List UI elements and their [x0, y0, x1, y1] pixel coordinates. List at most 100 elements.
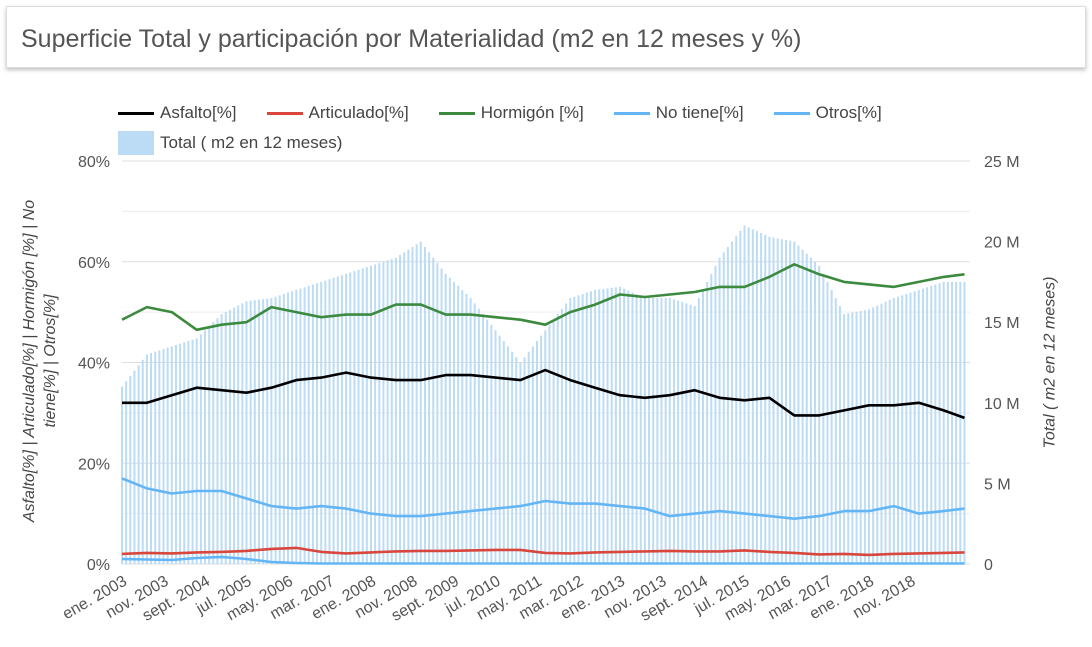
bar-total	[498, 335, 501, 564]
bar-total	[407, 249, 410, 564]
bar-total	[884, 301, 887, 564]
bar-total	[199, 334, 202, 564]
bar-total	[585, 292, 588, 564]
bar-total	[531, 346, 534, 564]
x-tick: mar. 2012	[516, 573, 586, 623]
y-right-axis-title: Total ( m2 en 12 meses)	[1041, 276, 1059, 449]
bar-total	[453, 281, 455, 564]
bar-total	[536, 341, 538, 564]
bar-total	[565, 303, 568, 564]
legend-item-total[interactable]: Total ( m2 en 12 meses)	[118, 131, 342, 155]
bar-total	[506, 346, 509, 564]
x-tick: jul. 2005	[193, 573, 255, 619]
legend-label: Total ( m2 en 12 meses)	[160, 133, 343, 152]
bar-total	[826, 281, 829, 564]
bar-total	[150, 353, 153, 564]
bar-total	[735, 236, 738, 564]
series-line-hormign	[121, 263, 965, 332]
bar-total	[444, 273, 447, 564]
bar-total	[855, 311, 858, 564]
bar-total	[241, 303, 244, 564]
bar-total	[652, 298, 655, 564]
bar-total	[212, 322, 215, 564]
bar-total	[519, 362, 522, 564]
bar-total	[349, 272, 352, 564]
bar-total	[631, 292, 634, 564]
bar-total	[789, 240, 792, 564]
bar-total	[648, 298, 651, 564]
legend-item-asfalto[interactable]: Asfalto[%]	[118, 103, 237, 123]
bar-total	[892, 298, 895, 564]
bar-total	[179, 343, 182, 564]
bar-total	[187, 341, 190, 564]
bar-total	[282, 293, 285, 564]
legend-item-hormigon[interactable]: Hormigón [%]	[438, 103, 584, 123]
bar-total	[793, 241, 796, 564]
bar-total	[183, 342, 186, 564]
bar-total	[195, 338, 198, 564]
bar-total	[129, 375, 132, 564]
bar-total	[747, 227, 750, 565]
bar-total	[345, 273, 348, 564]
legend-item-otros[interactable]: Otros[%]	[773, 103, 882, 123]
bar-total	[689, 304, 692, 564]
bar-total	[515, 357, 518, 564]
bar-total	[726, 246, 729, 564]
bar-total	[411, 246, 414, 564]
x-tick: may. 2011	[474, 573, 545, 624]
legend-item-articulado[interactable]: Articulado[%]	[266, 103, 409, 123]
bar-total	[237, 305, 240, 564]
bar-total	[440, 268, 443, 564]
bar-total	[780, 239, 783, 564]
y-right-tick: 20 M	[984, 235, 1020, 252]
legend-swatch	[118, 111, 154, 115]
bar-total	[843, 314, 846, 564]
y-left-tick: 60%	[78, 255, 110, 272]
bar-total	[423, 246, 426, 564]
bar-total	[697, 298, 700, 564]
y-left-tick: 80%	[78, 154, 110, 171]
bar-total	[643, 298, 646, 564]
bar-total	[926, 287, 929, 564]
series-line-otros	[121, 555, 965, 565]
bar-total	[233, 307, 236, 564]
bar-total	[598, 289, 601, 564]
bar-total	[220, 314, 223, 564]
bar-total	[266, 298, 269, 564]
bar-total	[428, 252, 431, 564]
bar-total	[722, 252, 725, 564]
bar-total	[253, 300, 256, 564]
bar-total	[822, 273, 825, 564]
bar-total	[436, 263, 439, 564]
x-tick: sept. 2004	[140, 573, 213, 625]
bar-total	[208, 326, 211, 564]
bar-total	[511, 351, 514, 564]
x-tick: mar. 2007	[267, 573, 337, 623]
bar-total	[830, 289, 833, 564]
bar-total	[755, 231, 758, 564]
bar-total	[370, 265, 372, 564]
legend-label: No tiene[%]	[655, 103, 744, 122]
bar-total	[477, 308, 480, 564]
bar-total	[921, 288, 924, 564]
bar-total	[295, 289, 298, 564]
legend-swatch	[613, 111, 650, 115]
bar-total	[610, 287, 613, 564]
bar-total	[627, 290, 630, 564]
legend-item-no-tiene[interactable]: No tiene[%]	[613, 103, 744, 123]
bar-total	[859, 310, 862, 564]
bar-total	[888, 299, 891, 564]
bar-total	[552, 319, 555, 564]
y-right-tick: 15 M	[984, 315, 1020, 332]
x-tick: sept. 2014	[638, 573, 711, 625]
bar-total	[494, 330, 497, 564]
bar-total	[340, 275, 343, 564]
bar-total	[257, 299, 260, 564]
bar-total	[731, 241, 734, 564]
y-left-tick: 40%	[78, 356, 110, 373]
bar-total	[399, 255, 402, 565]
x-tick: nov. 2013	[601, 573, 669, 622]
bar-total	[818, 265, 821, 564]
x-tick: ene. 2018	[807, 573, 877, 623]
